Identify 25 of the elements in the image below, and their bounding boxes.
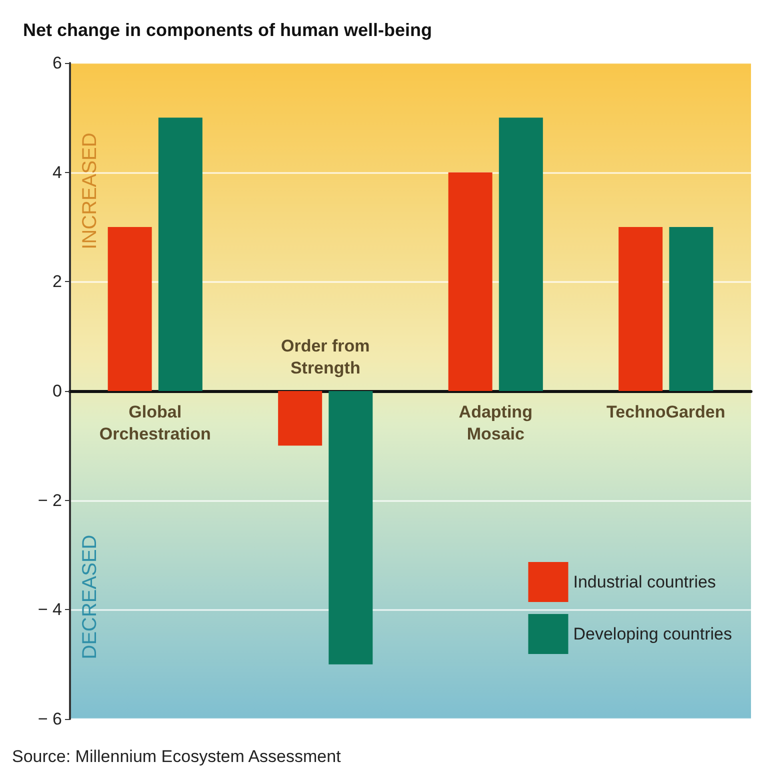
legend-label: Industrial countries <box>573 572 716 592</box>
y-tick-label: − 4 <box>38 600 62 620</box>
x-tick-label: Adapting Mosaic <box>458 402 532 444</box>
x-tick-label: Order from Strength <box>280 336 370 378</box>
bar <box>158 118 202 391</box>
chart-title: Net change in components of human well-being <box>23 20 432 40</box>
x-tick-label: Global Orchestration <box>99 402 211 444</box>
bar <box>278 391 322 446</box>
x-tick-label: TechnoGarden <box>606 402 726 422</box>
bar <box>669 227 714 391</box>
y-tick-label: − 2 <box>38 490 62 510</box>
source-note: Source: Millennium Ecosystem Assessment <box>12 747 342 766</box>
legend-label: Developing countries <box>573 624 732 644</box>
y-tick-label: 4 <box>52 162 62 182</box>
bar <box>328 391 373 664</box>
y-tick-label: − 6 <box>38 710 62 728</box>
y-tick-label: 6 <box>52 54 62 72</box>
bar <box>618 227 663 391</box>
annotation: DECREASED <box>79 534 101 660</box>
annotation: INCREASED <box>79 132 101 250</box>
bar <box>448 172 492 391</box>
bar <box>498 118 543 391</box>
y-tick-label: 0 <box>52 382 62 400</box>
bar <box>108 227 152 391</box>
y-tick-label: 2 <box>52 272 62 292</box>
